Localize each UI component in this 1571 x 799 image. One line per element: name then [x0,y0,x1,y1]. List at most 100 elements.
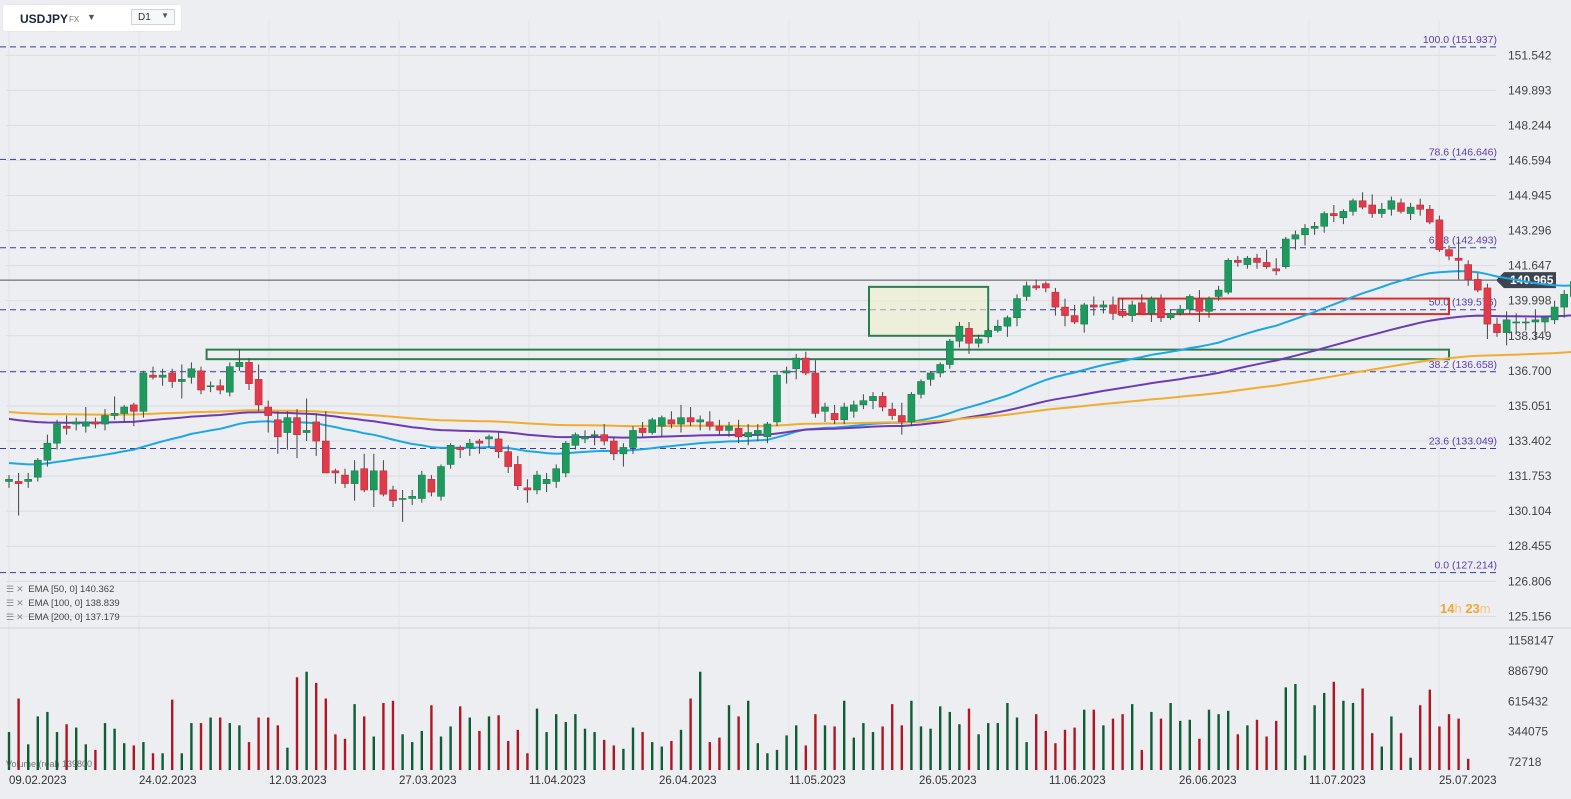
candle-body [1214,289,1223,297]
price-tick-label: 146.594 [1508,153,1552,167]
candle-body [139,372,148,412]
candle [1234,256,1242,267]
candle [1022,281,1031,301]
candle-body [504,451,513,467]
candle [993,319,1002,333]
symbol-dropdown-icon[interactable]: ▼ [87,12,96,22]
indicator-ema50[interactable]: ☰ ✕ EMA [50, 0] 140.362 [6,584,114,595]
symbol-bar[interactable]: USDJPY FX ▼ D1 ▼ [3,5,181,31]
price-tick-label: 139.998 [1508,294,1552,308]
candle-body [657,417,666,427]
candle-body [1205,298,1213,312]
volume-bar [1111,718,1115,770]
close-icon[interactable]: ✕ [16,612,24,622]
candle [1349,198,1357,216]
candle-body [53,423,61,444]
candle-body [187,368,196,378]
volume-bar [1361,688,1364,770]
volume-tick-label: 344075 [1508,725,1548,739]
candle-body [1147,298,1156,314]
candle-body [1320,213,1328,227]
candle-body [379,470,388,495]
settings-icon[interactable]: ☰ [6,612,15,622]
candle-body [120,406,128,414]
candle-body [1464,264,1472,280]
candle-body [5,479,13,482]
volume-bar [497,715,500,770]
candle-body [1435,219,1444,250]
candle [417,470,426,503]
candle-body [1368,204,1376,214]
volume-bar [151,753,155,770]
volume-bar [574,714,577,770]
volume-bar [123,743,126,770]
candle [1166,309,1175,320]
candle [341,468,349,488]
settings-icon[interactable]: ☰ [6,598,15,608]
volume-bar [334,734,337,770]
candle-body [321,440,330,474]
candle [1118,298,1127,318]
volume-bar [1447,714,1451,770]
candle [840,402,849,425]
fib-level-label: 38.2 (136.658) [1429,359,1497,371]
indicator-ema200[interactable]: ☰ ✕ EMA [200, 0] 137.179 [6,612,120,623]
candle [1157,294,1165,322]
candle [715,419,724,435]
candle [888,402,897,420]
candle [590,430,599,446]
candle [197,366,205,395]
price-tick-label: 136.700 [1508,364,1552,378]
candle-body [590,434,599,436]
candle-body [408,496,417,499]
candle-body [1243,257,1252,265]
candle-body [130,404,138,412]
candle [984,328,993,344]
volume-bar [919,726,923,770]
ema-200-line [8,351,1571,428]
candle [504,445,513,473]
volume-bar [1265,736,1268,770]
candle [149,366,157,380]
volume-bar [1179,720,1182,770]
candle [945,338,954,369]
candle-body [14,481,23,484]
volume-bar [718,737,721,770]
candle-body [264,406,273,416]
candle-body [293,417,301,435]
indicator-ema100[interactable]: ☰ ✕ EMA [100, 0] 138.839 [6,598,120,609]
candle [1320,211,1328,233]
candle-body [1560,294,1568,308]
volume-bar [75,727,78,770]
candle-body [897,415,906,423]
volume-bar [36,716,39,770]
candle [321,411,330,474]
candle [1522,317,1530,331]
close-icon[interactable]: ✕ [16,584,24,594]
volume-bar [247,742,251,770]
candle [1464,260,1472,286]
candle [763,421,772,444]
candle-body [1253,257,1261,263]
settings-icon[interactable]: ☰ [6,584,15,594]
candle-body [792,357,801,370]
candle-body [168,372,176,382]
volume-bar [1275,720,1278,770]
volume-tick-label: 72718 [1508,755,1542,769]
candle [792,353,801,380]
candle [1378,202,1386,218]
date-tick-label: 09.02.2023 [9,775,67,787]
candle-body [686,417,695,423]
candle-body [1550,306,1559,321]
volume-bar [315,682,318,770]
candle [446,443,455,469]
symbol-label[interactable]: USDJPY [20,12,69,26]
candle-body [206,385,215,388]
timeframe-select[interactable]: D1 ▼ [131,9,175,25]
close-icon[interactable]: ✕ [16,598,24,608]
candle-body [149,374,157,378]
candle [427,475,436,497]
candle-body [609,440,618,455]
candle-body [1186,296,1194,310]
